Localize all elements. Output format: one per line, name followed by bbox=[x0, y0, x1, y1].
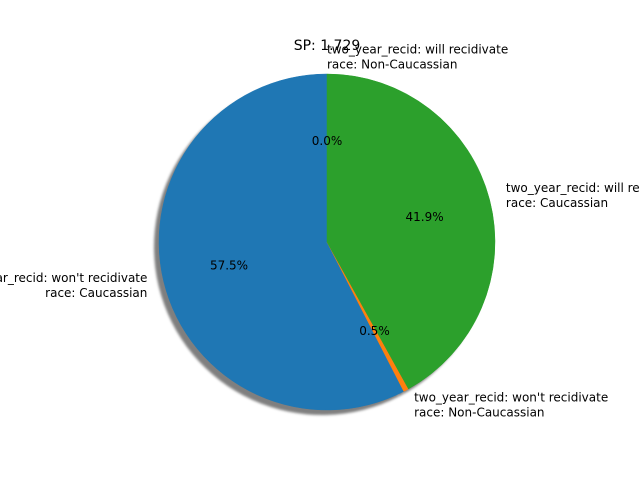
pie-slice-percent-label: 57.5% bbox=[210, 259, 248, 273]
pie-slice-category-label: two_year_recid: will recidivate race: Non… bbox=[327, 43, 508, 72]
pie-slice-category-label: two_year_recid: won't recidivate race: No… bbox=[414, 391, 608, 420]
chart-title: SP: 1.729 bbox=[294, 38, 361, 54]
pie-slice-percent-label: 41.9% bbox=[406, 210, 444, 224]
pie-slice-percent-label: 0.5% bbox=[359, 324, 390, 338]
pie-slices bbox=[158, 73, 496, 411]
pie-slice-percent-label: 0.0% bbox=[312, 134, 343, 148]
pie-slice-two-year-recid-won-t-recidivate-race-caucassian bbox=[158, 73, 405, 411]
pie-labels: 57.5% two_year_recid: won't recidivaterac… bbox=[0, 43, 640, 420]
pie-slice-two-year-recid-will-recidivate-race-caucassian bbox=[326, 73, 496, 390]
